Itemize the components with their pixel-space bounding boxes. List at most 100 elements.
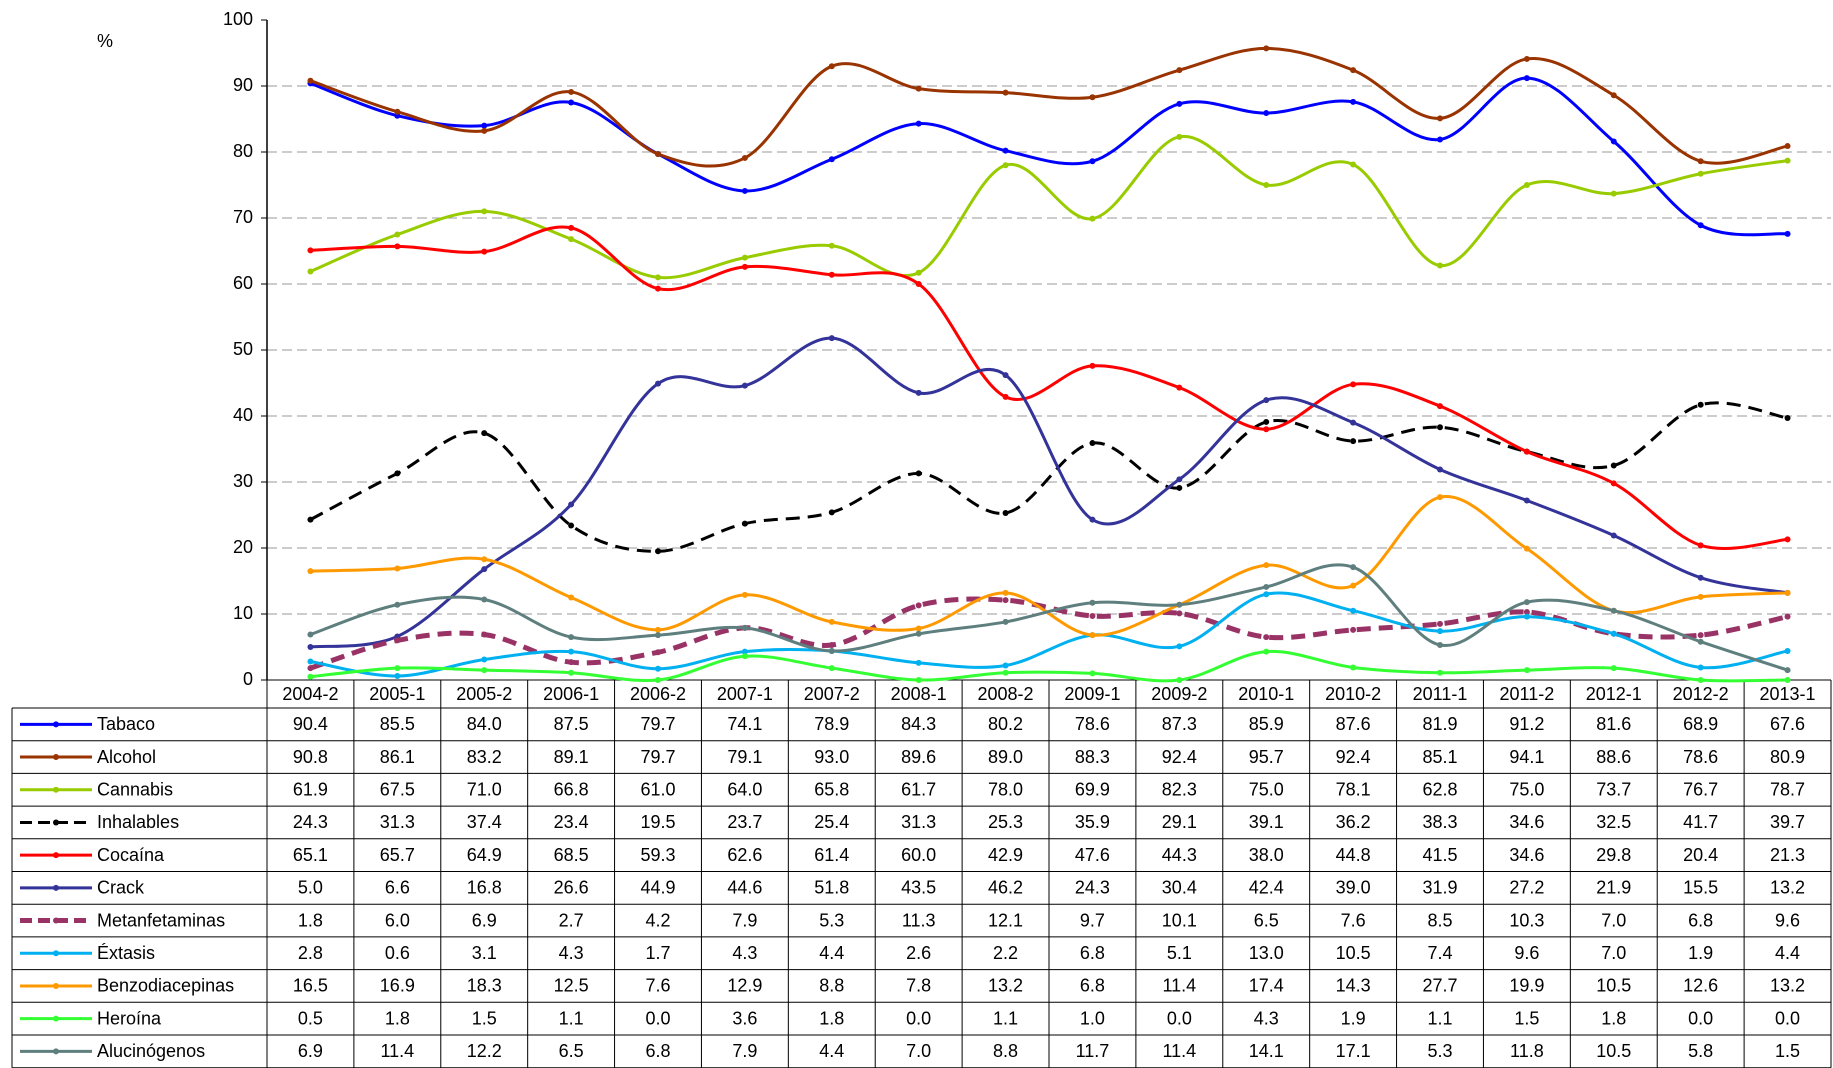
table-cell: 6.5 [1254,910,1279,930]
point-marker [655,632,661,639]
y-tick-label: 80 [233,141,253,161]
point-marker [741,382,748,389]
point-marker [481,667,488,674]
x-tick-label: 2006-2 [630,684,686,704]
table-cell: 1.8 [1601,1008,1626,1028]
y-axis-label: % [97,31,113,51]
point-marker [568,501,575,508]
table-cell: 5.3 [1427,1041,1452,1061]
table-cell: 4.3 [1254,1008,1279,1028]
point-marker [481,430,488,437]
table-cell: 73.7 [1596,780,1631,800]
point-marker [568,236,575,243]
y-tick-label: 40 [233,405,253,425]
point-marker [741,653,748,660]
point-marker [1176,133,1183,140]
table-cell: 6.0 [385,910,410,930]
point-marker [1437,642,1443,649]
table-cell: 64.0 [727,780,762,800]
table-cell: 84.0 [467,714,502,734]
x-tick-label: 2010-1 [1238,684,1294,704]
table-cell: 12.5 [554,976,589,996]
table-cell: 44.3 [1162,845,1197,865]
point-marker [655,677,661,683]
table-cell: 9.6 [1775,910,1800,930]
table-cell: 16.5 [293,976,328,996]
table-cell: 62.8 [1422,780,1457,800]
table-cell: 12.6 [1683,976,1718,996]
x-tick-label: 2012-1 [1586,684,1642,704]
table-cell: 7.9 [732,910,757,930]
point-marker [1263,426,1270,433]
table-cell: 38.0 [1249,845,1284,865]
table-cell: 41.7 [1683,812,1718,832]
table-cell: 1.8 [385,1008,410,1028]
point-marker [1176,601,1183,608]
y-tick-label: 20 [233,537,253,557]
table-cell: 35.9 [1075,812,1110,832]
point-marker [307,516,314,523]
point-marker [1697,593,1704,600]
table-cell: 16.9 [380,976,415,996]
point-marker [1176,476,1183,483]
table-cell: 7.0 [906,1041,931,1061]
table-cell: 27.2 [1509,878,1544,898]
table-cell: 82.3 [1162,780,1197,800]
point-marker [1523,448,1530,455]
point-marker [655,649,661,656]
series-line [310,649,1788,683]
table-cell: 42.4 [1249,878,1284,898]
point-marker [307,77,314,84]
table-cell: 6.8 [1688,910,1713,930]
point-marker [307,568,314,575]
table-cell: 0.5 [298,1008,323,1028]
point-marker [394,637,401,644]
series-line [309,76,1788,237]
y-tick-label: 70 [233,207,253,227]
point-marker [481,122,488,129]
point-marker [481,127,488,134]
point-marker [1610,607,1617,614]
series-line [310,591,1788,678]
point-marker [828,665,835,672]
y-tick-label: 30 [233,471,253,491]
point-marker [741,520,748,527]
point-marker [394,665,401,672]
point-marker [1002,589,1009,596]
legend-marker [53,1048,59,1055]
point-marker [828,642,835,649]
table-cell: 11.8 [1510,1041,1544,1061]
table-cell: 78.0 [988,780,1023,800]
point-marker [1437,136,1443,143]
table-cell: 6.5 [559,1041,584,1061]
table-cell: 20.4 [1683,845,1718,865]
table-cell: 61.0 [640,780,675,800]
table-cell: 31.9 [1422,878,1457,898]
y-tick-label: 50 [233,339,253,359]
table-cell: 44.9 [640,878,675,898]
series-line [309,596,1789,671]
y-tick-label: 90 [233,75,253,95]
point-marker [394,108,401,115]
point-marker [1784,143,1791,150]
table-cell: 1.1 [1427,1008,1452,1028]
point-marker [741,648,748,655]
table-cell: 74.1 [727,714,762,734]
point-marker [307,673,314,680]
point-marker [828,509,835,516]
point-marker [1002,372,1009,379]
table-cell: 11.4 [1162,1041,1196,1061]
point-marker [915,120,922,127]
y-tick-label: 60 [233,273,253,293]
point-marker [1263,648,1270,655]
table-cell: 17.4 [1249,976,1284,996]
point-marker [307,644,314,650]
table-cell: 7.9 [732,1041,757,1061]
table-cell: 66.8 [554,780,589,800]
legend-label: Tabaco [97,714,155,734]
point-marker [1697,664,1704,671]
point-marker [1523,55,1530,62]
table-cell: 75.0 [1509,780,1544,800]
